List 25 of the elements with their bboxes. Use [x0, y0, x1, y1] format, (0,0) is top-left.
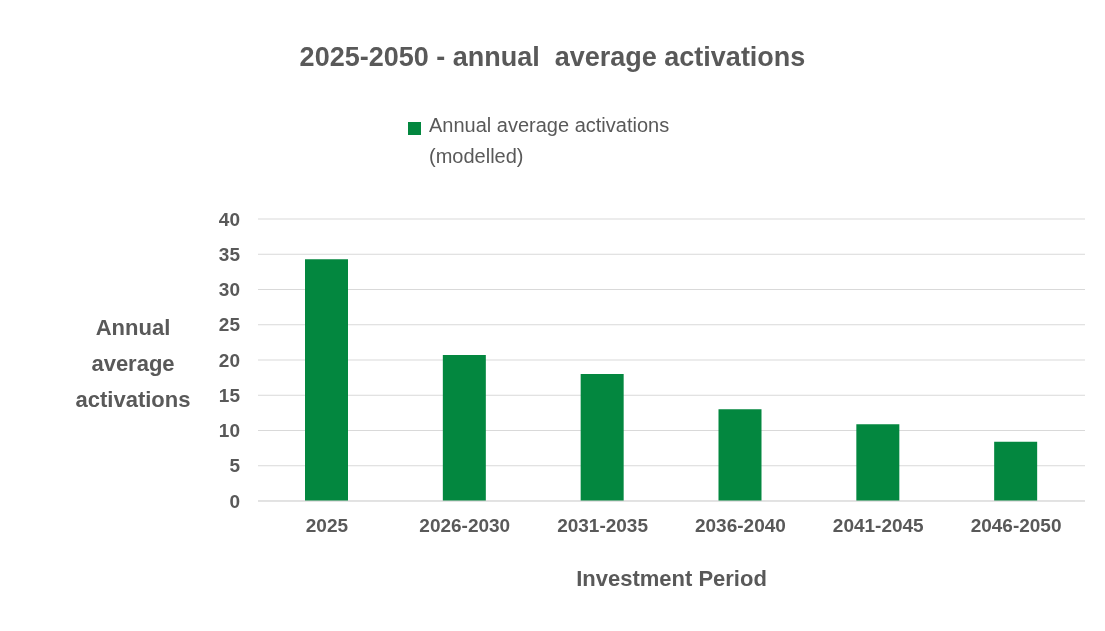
y-tick-label: 15	[218, 384, 241, 406]
x-tick-label: 2046-2050	[970, 515, 1062, 537]
y-tick-label: 20	[218, 349, 240, 371]
y-tick-label: 35	[218, 243, 241, 265]
x-tick-label: 2031-2035	[557, 515, 649, 537]
y-tick-label: 0	[229, 490, 240, 512]
bar	[718, 409, 762, 501]
x-tick-label: 2026-2030	[419, 515, 511, 537]
x-tick-label: 2036-2040	[694, 515, 786, 537]
bar	[442, 355, 486, 501]
x-tick-label: 2025	[305, 515, 349, 537]
x-axis-title: Investment Period	[575, 566, 768, 592]
legend-label: Annual average activations (modelled)	[429, 113, 671, 169]
chart-title: 2025-2050 - annual average activations	[298, 42, 807, 73]
y-tick-label: 5	[229, 455, 241, 477]
y-tick-label: 40	[218, 208, 240, 230]
bar	[580, 374, 624, 501]
bar	[856, 424, 900, 501]
bar	[305, 259, 348, 501]
x-tick-label: 2041-2045	[832, 515, 925, 537]
y-tick-label: 25	[218, 314, 241, 336]
y-axis-title: Annual average activations	[74, 314, 192, 414]
y-tick-label: 10	[218, 420, 240, 442]
y-tick-label: 30	[218, 279, 240, 301]
bar	[994, 441, 1038, 501]
